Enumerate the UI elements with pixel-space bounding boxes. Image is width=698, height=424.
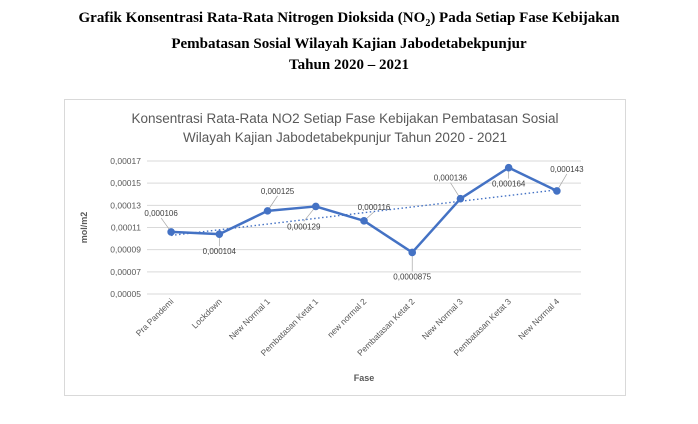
y-axis-label: mol/m2 [79, 212, 89, 244]
data-point [456, 194, 465, 203]
data-label: 0,000104 [203, 247, 237, 256]
y-tick-label: 0,00009 [110, 245, 141, 255]
data-label: 0,000116 [358, 203, 391, 212]
x-tick-label: Pra Pandemi [134, 296, 176, 338]
document-title-line3: Tahun 2020 – 2021 [289, 57, 409, 73]
y-tick-label: 0,00013 [110, 200, 141, 210]
chart-title-line2: Wilayah Kajian Jabodetabekpunjur Tahun 2… [183, 130, 507, 145]
y-tick-label: 0,00011 [111, 223, 141, 233]
data-label: 0,000136 [434, 174, 468, 183]
data-label: 0,000164 [492, 180, 526, 189]
data-point [504, 163, 513, 172]
data-point [408, 248, 417, 257]
y-tick-label: 0,00007 [110, 267, 141, 277]
y-tick-label: 0,00015 [110, 178, 141, 188]
x-tick-label: New Normal 4 [516, 296, 561, 341]
y-tick-label: 0,00017 [110, 156, 141, 166]
document-title: Grafik Konsentrasi Rata-Rata Nitrogen Di… [0, 8, 698, 76]
data-point [215, 230, 224, 238]
x-axis-label: Fase [354, 373, 375, 383]
chart-frame: Konsentrasi Rata-Rata NO2 Setiap Fase Ke… [64, 99, 626, 396]
trendline [171, 189, 557, 237]
x-tick-label: New Normal 3 [420, 296, 465, 341]
x-tick-label: new normal 2 [325, 296, 368, 339]
x-tick-label: New Normal 1 [227, 296, 272, 341]
data-point [263, 207, 272, 215]
y-tick-label: 0,00005 [110, 289, 141, 299]
data-label: 0,000106 [144, 209, 178, 218]
document-title-line2: Pembatasan Sosial Wilayah Kajian Jabodet… [171, 36, 527, 52]
data-point [311, 202, 320, 211]
data-label: 0,0000875 [393, 272, 431, 281]
data-point [167, 228, 175, 236]
document-title-line1: Grafik Konsentrasi Rata-Rata Nitrogen Di… [78, 10, 620, 29]
x-tick-label: Lockdown [190, 296, 224, 330]
data-label: 0,000129 [287, 222, 321, 231]
data-label: 0,000143 [550, 165, 584, 174]
data-point [360, 217, 368, 225]
data-label: 0,000125 [261, 187, 295, 196]
chart-title-line1: Konsentrasi Rata-Rata NO2 Setiap Fase Ke… [131, 111, 559, 126]
line-chart: 0,000050,000070,000090,000110,000130,000… [79, 156, 584, 383]
data-point [553, 187, 561, 195]
